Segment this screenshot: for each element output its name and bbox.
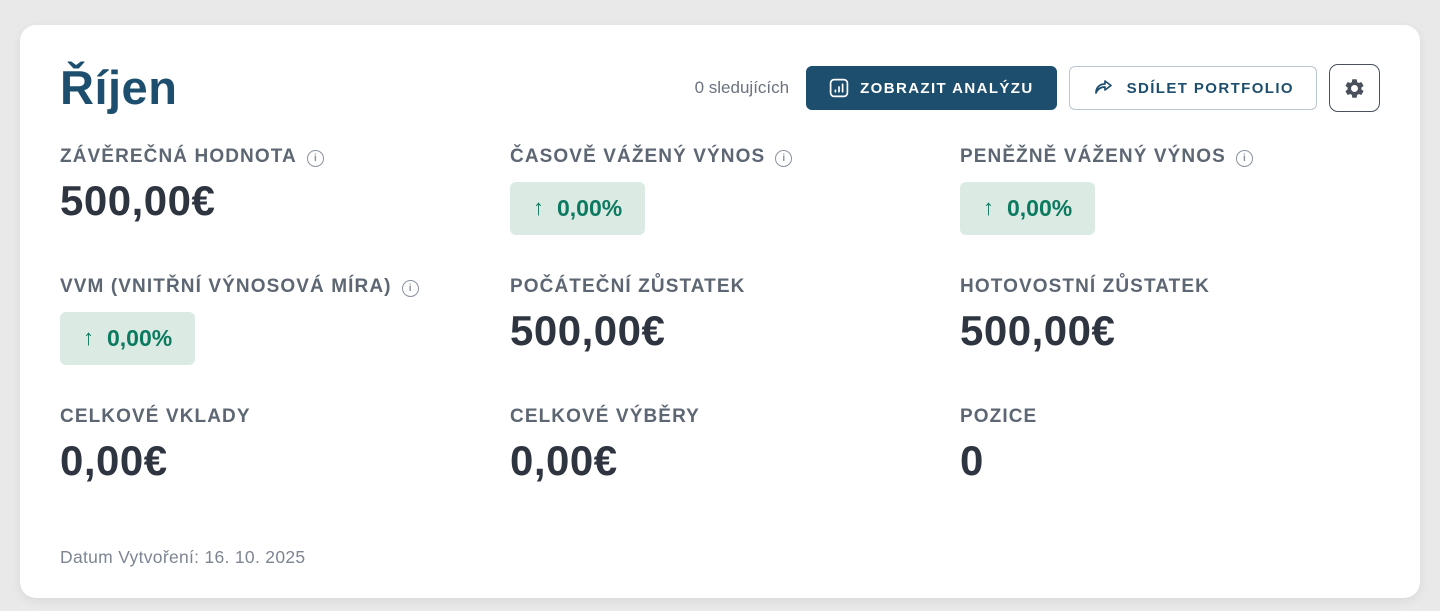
return-badge: ↑ 0,00% — [510, 181, 646, 235]
stat-value: 0,00% — [557, 194, 623, 221]
stat-label: CELKOVÉ VÝBĚRY — [510, 405, 700, 427]
stat-value: 500,00€ — [960, 306, 1116, 354]
stat-label: POZICE — [960, 405, 1038, 427]
up-arrow-icon: ↑ — [533, 195, 544, 221]
gear-icon — [1343, 77, 1366, 100]
bar-chart-icon — [829, 78, 849, 98]
stat-total-deposits: CELKOVÉ VKLADY 0,00€ — [60, 406, 510, 536]
stat-positions: POZICE 0 — [960, 406, 1380, 536]
stat-label: CELKOVÉ VKLADY — [60, 405, 251, 427]
up-arrow-icon: ↑ — [83, 325, 94, 351]
return-badge: ↑ 0,00% — [960, 181, 1096, 235]
stat-label: PENĚŽNĚ VÁŽENÝ VÝNOS — [960, 145, 1226, 167]
share-portfolio-button[interactable]: SDÍLET PORTFOLIO — [1068, 66, 1317, 111]
stat-value: 500,00€ — [510, 306, 666, 354]
up-arrow-icon: ↑ — [983, 195, 994, 221]
portfolio-name: Říjen — [60, 61, 178, 114]
stat-value: 0,00% — [107, 324, 173, 351]
show-analysis-button[interactable]: ZOBRAZIT ANALÝZU — [806, 66, 1057, 111]
stat-value: 500,00€ — [60, 176, 216, 224]
stat-label: VVM (VNITŘNÍ VÝNOSOVÁ MÍRA) — [60, 275, 392, 297]
stat-total-withdrawals: CELKOVÉ VÝBĚRY 0,00€ — [510, 406, 960, 536]
stat-initial-balance: POČÁTEČNÍ ZŮSTATEK 500,00€ — [510, 276, 960, 406]
info-icon[interactable]: i — [775, 150, 793, 168]
stat-internal-rate-of-return: VVM (VNITŘNÍ VÝNOSOVÁ MÍRA) i ↑ 0,00% — [60, 276, 510, 406]
settings-button[interactable] — [1329, 64, 1380, 113]
stat-label: ČASOVĚ VÁŽENÝ VÝNOS — [510, 145, 766, 167]
stat-cash-balance: HOTOVOSTNÍ ZŮSTATEK 500,00€ — [960, 276, 1380, 406]
info-icon[interactable]: i — [1235, 150, 1253, 168]
stat-value: 0,00€ — [510, 436, 618, 484]
stats-grid: ZÁVĚREČNÁ HODNOTA i 500,00€ ČASOVĚ VÁŽEN… — [60, 146, 1380, 536]
card-header: Říjen 0 sledujících ZOBRAZIT ANALÝZU — [60, 59, 1380, 118]
stat-money-weighted-return: PENĚŽNĚ VÁŽENÝ VÝNOS i ↑ 0,00% — [960, 146, 1380, 276]
stat-label: POČÁTEČNÍ ZŮSTATEK — [510, 275, 746, 297]
info-icon[interactable]: i — [306, 150, 324, 168]
creation-date: Datum Vytvoření: 16. 10. 2025 — [60, 547, 306, 567]
stat-value: 0,00% — [1007, 194, 1073, 221]
stat-value: 0,00€ — [60, 436, 168, 484]
stat-time-weighted-return: ČASOVĚ VÁŽENÝ VÝNOS i ↑ 0,00% — [510, 146, 960, 276]
show-analysis-label: ZOBRAZIT ANALÝZU — [860, 79, 1034, 97]
stat-label: HOTOVOSTNÍ ZŮSTATEK — [960, 275, 1210, 297]
stat-value: 0 — [960, 436, 984, 484]
portfolio-summary-card: Říjen 0 sledujících ZOBRAZIT ANALÝZU — [20, 25, 1420, 598]
info-icon[interactable]: i — [401, 280, 419, 298]
followers-count: 0 sledujících — [694, 78, 790, 98]
stat-closing-value: ZÁVĚREČNÁ HODNOTA i 500,00€ — [60, 146, 510, 276]
share-portfolio-label: SDÍLET PORTFOLIO — [1126, 79, 1294, 97]
share-arrow-icon — [1092, 76, 1116, 100]
header-actions: 0 sledujících ZOBRAZIT ANALÝZU — [694, 64, 1380, 113]
return-badge: ↑ 0,00% — [60, 311, 196, 365]
stat-label: ZÁVĚREČNÁ HODNOTA — [60, 145, 297, 167]
